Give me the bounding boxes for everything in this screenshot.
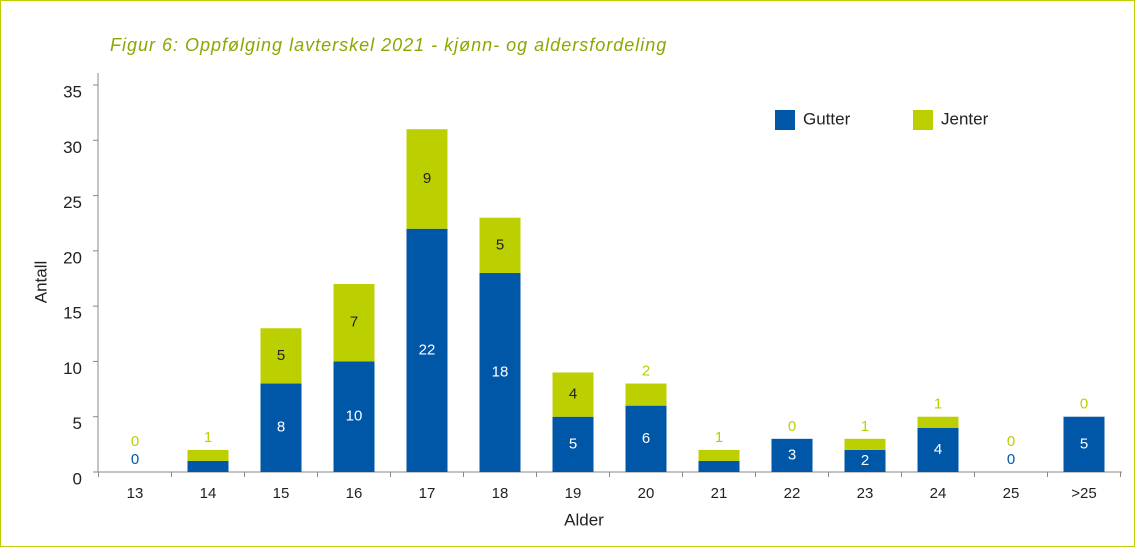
legend-swatch [913,110,933,130]
data-label: 0 [788,418,796,435]
x-tick-label: 24 [930,485,947,502]
x-tick-label: 16 [346,485,363,502]
x-tick-label: >25 [1071,485,1096,502]
bar-segment [552,416,594,472]
x-tick-label: 21 [711,485,728,502]
y-tick-label: 15 [63,304,82,323]
y-tick-label: 0 [73,469,82,488]
bar-segment [771,438,813,472]
data-label: 4 [934,441,942,458]
bar-segment [187,449,229,461]
x-tick-label: 23 [857,485,874,502]
y-tick-label: 10 [63,359,82,378]
data-label: 3 [788,446,796,463]
bar-segment [333,361,375,472]
data-label: 0 [1007,433,1015,450]
data-label: 0 [1007,451,1015,468]
x-tick-label: 19 [565,485,582,502]
data-label: 1 [934,396,942,413]
data-label: 8 [277,419,285,436]
y-tick-label: 5 [73,414,82,433]
data-label: 9 [423,170,431,187]
y-tick-label: 25 [63,193,82,212]
data-label: 1 [861,418,869,435]
bar-segment [844,438,886,450]
x-tick-label: 17 [419,485,436,502]
x-tick-label: 13 [127,485,144,502]
data-label: 5 [569,435,577,452]
bar-segment [552,372,594,417]
data-label: 22 [419,341,436,358]
legend-swatch [775,110,795,130]
x-tick-label: 20 [638,485,655,502]
bar-segment [917,427,959,472]
bar-segment [917,416,959,428]
x-axis-label: Alder [564,510,604,529]
bar-segment [406,129,448,229]
bar-segment [479,217,521,273]
data-label: 1 [204,429,212,446]
data-label: 0 [131,451,139,468]
legend-label: Gutter [803,109,851,128]
bar-segment [479,272,521,472]
data-label: 2 [642,363,650,380]
data-label: 5 [1080,435,1088,452]
x-tick-label: 25 [1003,485,1020,502]
data-label: 5 [496,236,504,253]
x-tick-label: 18 [492,485,509,502]
data-label: 18 [492,363,509,380]
data-label: 0 [131,433,139,450]
y-axis-label: Antall [31,261,50,304]
bar-segment [698,449,740,461]
legend-label: Jenter [941,109,989,128]
x-tick-label: 14 [200,485,217,502]
x-tick-label: 22 [784,485,801,502]
bar-segment [260,383,302,472]
data-label: 2 [861,452,869,469]
data-label: 1 [715,429,723,446]
y-tick-label: 35 [63,82,82,101]
data-label: 10 [346,408,363,425]
x-tick-label: 15 [273,485,290,502]
bar-segment [625,405,667,472]
bar-segment [844,449,886,472]
data-label: 5 [277,347,285,364]
bar-segment [260,328,302,384]
bar-segment [1063,416,1105,472]
y-tick-label: 30 [63,138,82,157]
data-label: 4 [569,386,577,403]
data-label: 6 [642,430,650,447]
data-label: 0 [1080,396,1088,413]
bar-segment [698,460,740,472]
bar-segment [406,228,448,472]
bar-segment [187,460,229,472]
y-tick-label: 20 [63,248,82,267]
bar-segment [333,284,375,362]
bar-segment [625,383,667,406]
chart-title: Figur 6: Oppfølging lavterskel 2021 - kj… [110,35,667,55]
data-label: 7 [350,314,358,331]
